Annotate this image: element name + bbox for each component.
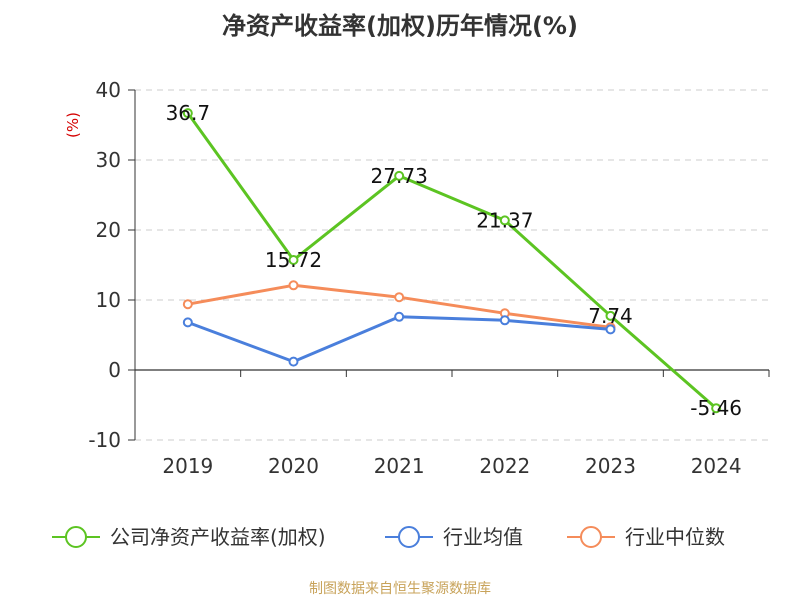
y-tick-label: 30 xyxy=(96,148,121,172)
data-point xyxy=(288,254,299,265)
legend-label: 行业均值 xyxy=(443,525,523,549)
data-point xyxy=(394,170,405,181)
legend-marker xyxy=(398,526,420,548)
data-point xyxy=(182,299,193,310)
data-point xyxy=(499,315,510,326)
series-line xyxy=(187,315,611,364)
data-point xyxy=(605,324,616,335)
grid-lines xyxy=(135,89,769,441)
series-line xyxy=(186,112,718,410)
legend-marker xyxy=(65,526,87,548)
data-point xyxy=(711,403,722,414)
data-point xyxy=(288,356,299,367)
y-tick-label: -10 xyxy=(88,428,121,452)
x-tick-label: 2022 xyxy=(479,454,530,478)
y-tick-label: 20 xyxy=(96,218,121,242)
series-layer xyxy=(182,108,722,414)
y-axis-unit: (%) xyxy=(64,112,82,138)
x-tick-label: 2019 xyxy=(162,454,213,478)
source-footer: 制图数据来自恒生聚源数据库 xyxy=(309,581,491,597)
data-label: 7.74 xyxy=(588,304,633,328)
y-tick-label: 0 xyxy=(108,358,121,382)
data-label: 15.72 xyxy=(265,248,322,272)
data-label: 27.73 xyxy=(371,164,428,188)
legend-marker xyxy=(580,526,602,548)
y-tick-label: 10 xyxy=(96,288,121,312)
data-label: 21.37 xyxy=(476,208,533,232)
x-tick-label: 2021 xyxy=(374,454,425,478)
data-label: -5.46 xyxy=(690,396,742,420)
data-label: 36.7 xyxy=(166,101,211,125)
axes: -10 0 10 20 30 40 (%) 2019 2020 2021 2022 2023 2024 xyxy=(64,78,770,478)
x-tick-label: 2023 xyxy=(585,454,636,478)
y-tick-label: 40 xyxy=(96,78,121,102)
legend: 公司净资产收益率(加权) 行业均值 行业中位数 xyxy=(52,525,725,549)
chart-title: 净资产收益率(加权)历年情况(%) xyxy=(222,12,578,40)
x-tick-label: 2024 xyxy=(691,454,742,478)
data-point xyxy=(605,310,616,321)
data-point xyxy=(182,108,193,119)
data-point xyxy=(394,311,405,322)
data-labels: 36.7 15.72 27.73 21.37 7.74 -5.46 xyxy=(166,101,742,420)
data-point xyxy=(182,317,193,328)
data-point xyxy=(499,215,510,226)
legend-label: 行业中位数 xyxy=(625,525,725,549)
legend-label: 公司净资产收益率(加权) xyxy=(110,525,326,549)
data-point xyxy=(288,280,299,291)
x-tick-label: 2020 xyxy=(268,454,319,478)
data-point xyxy=(394,292,405,303)
